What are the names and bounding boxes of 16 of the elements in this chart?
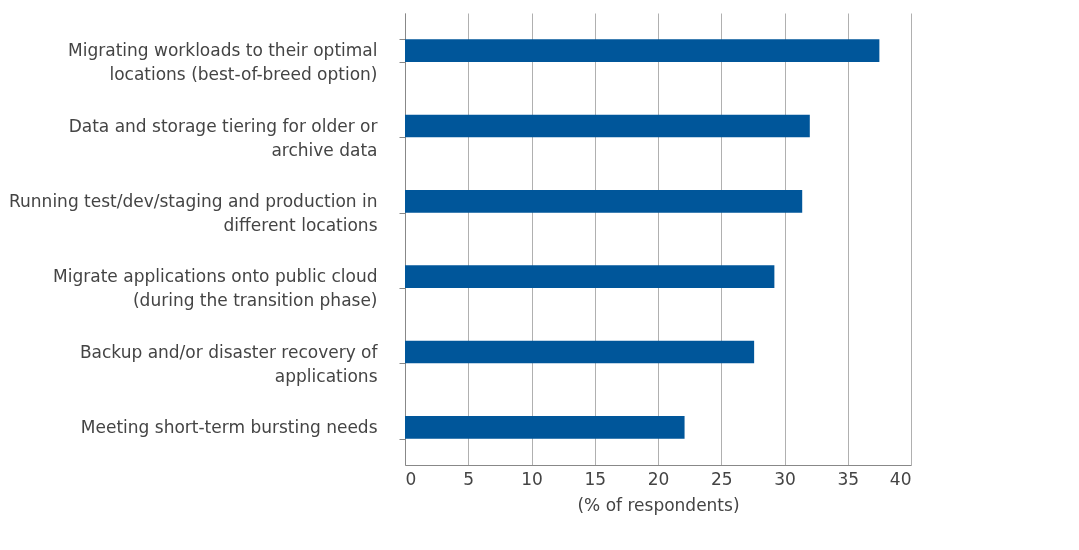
y-tick-label: Data and storage tiering for older or archive data (68, 115, 378, 160)
x-tick-label: 25 (710, 468, 733, 489)
x-axis-title: (% of respondents) (577, 494, 740, 515)
x-tick-label: 15 (584, 468, 607, 489)
y-tick-label: Meeting short-term bursting needs (80, 416, 378, 437)
x-tick-label: 20 (647, 468, 670, 489)
x-tick-label: 40 (889, 468, 912, 489)
x-tick-label: 10 (521, 468, 543, 489)
x-tick-label: 0 (405, 468, 417, 489)
y-tick-label: Backup and/or disaster recovery of applications (79, 341, 379, 386)
x-tick-label: 30 (774, 468, 796, 489)
x-tick-label: 5 (463, 468, 475, 489)
y-tick-label: Migrate applications onto public cloud (during the transition phase) (53, 266, 378, 311)
x-tick-label: 35 (837, 468, 860, 489)
y-tick-label: Migrating workloads to their optimal locations (best-of-breed option) (68, 40, 378, 85)
y-tick-label: Running test/dev/staging and production in different locations (9, 190, 378, 235)
